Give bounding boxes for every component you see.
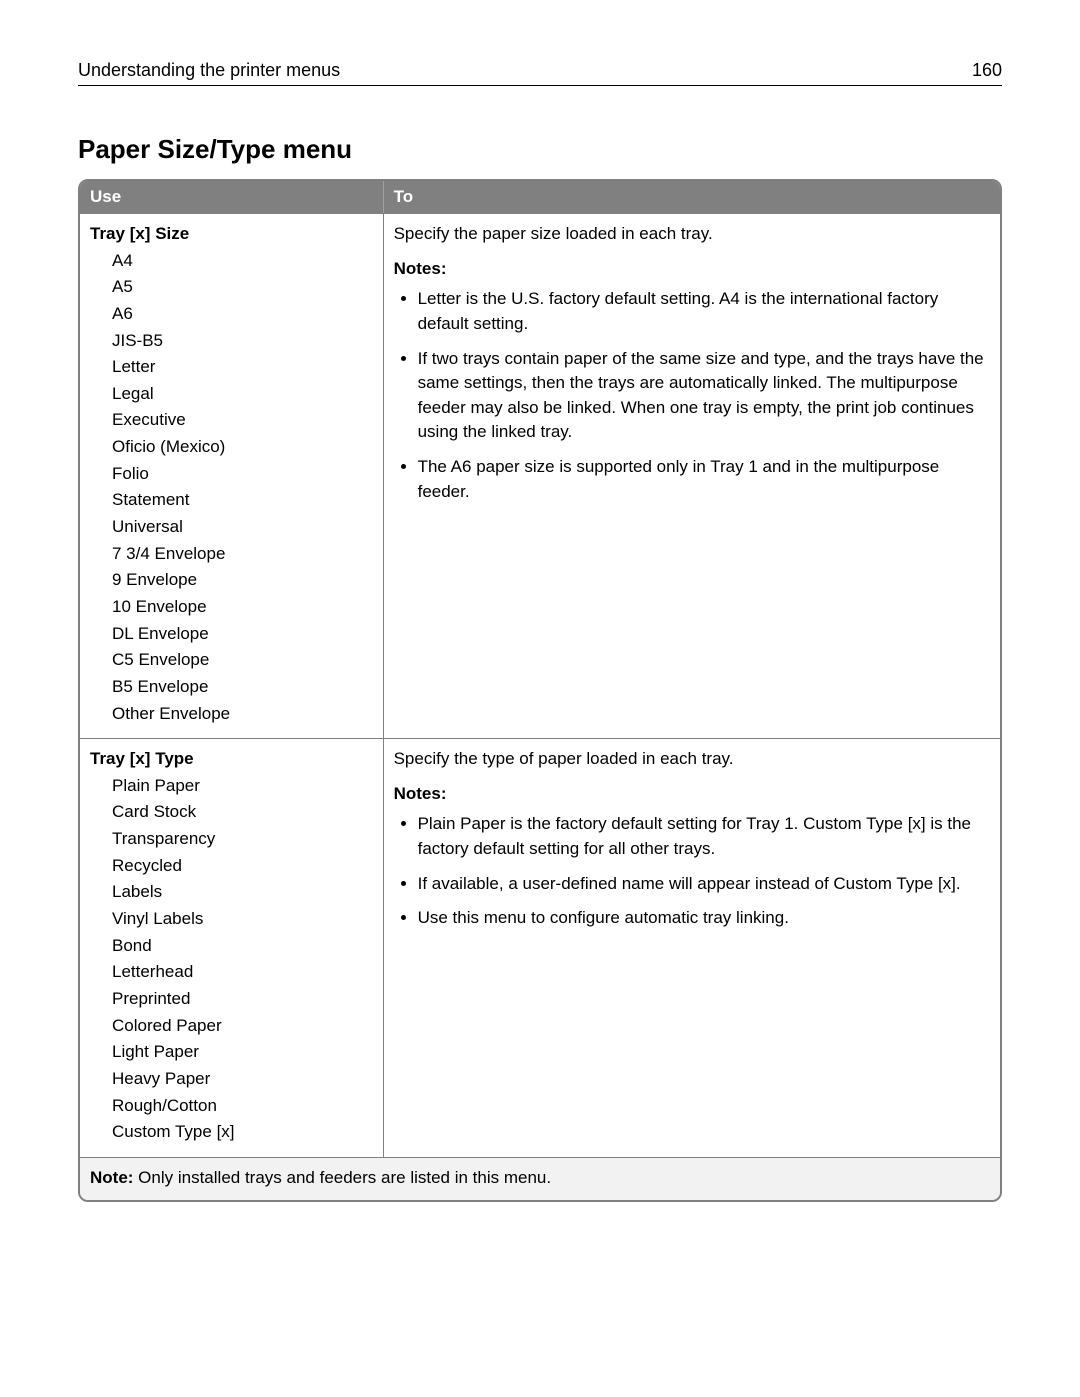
use-option: DL Envelope: [112, 622, 373, 647]
use-option: 10 Envelope: [112, 595, 373, 620]
table-footnote-cell: Note: Only installed trays and feeders a…: [80, 1157, 1000, 1201]
use-option-list: A4A5A6JIS-B5LetterLegalExecutiveOficio (…: [90, 249, 373, 727]
use-option: Executive: [112, 408, 373, 433]
use-cell: Tray [x] TypePlain PaperCard StockTransp…: [80, 738, 384, 1157]
section-title: Paper Size/Type menu: [78, 134, 1002, 165]
use-option: Custom Type [x]: [112, 1120, 373, 1145]
use-option: A6: [112, 302, 373, 327]
notes-label: Notes:: [394, 782, 990, 807]
notes-list: Letter is the U.S. factory default setti…: [394, 287, 990, 504]
note-item: If two trays contain paper of the same s…: [418, 347, 990, 446]
use-option: B5 Envelope: [112, 675, 373, 700]
table-row: Tray [x] TypePlain PaperCard StockTransp…: [80, 738, 1000, 1157]
column-header-use: Use: [80, 181, 384, 213]
table-header-row: Use To: [80, 181, 1000, 213]
paper-size-type-table: Use To Tray [x] SizeA4A5A6JIS-B5LetterLe…: [78, 179, 1002, 1202]
use-option: Recycled: [112, 854, 373, 879]
footnote-text: Only installed trays and feeders are lis…: [133, 1168, 551, 1187]
use-option: Preprinted: [112, 987, 373, 1012]
to-cell: Specify the paper size loaded in each tr…: [384, 213, 1000, 738]
note-item: If available, a user‑defined name will a…: [418, 872, 990, 897]
running-header: Understanding the printer menus 160: [78, 60, 1002, 86]
use-option: 9 Envelope: [112, 568, 373, 593]
table-row: Tray [x] SizeA4A5A6JIS-B5LetterLegalExec…: [80, 213, 1000, 738]
use-option: A4: [112, 249, 373, 274]
use-option: Transparency: [112, 827, 373, 852]
note-item: Letter is the U.S. factory default setti…: [418, 287, 990, 336]
note-item: Use this menu to configure automatic tra…: [418, 906, 990, 931]
use-option: Card Stock: [112, 800, 373, 825]
use-option: Plain Paper: [112, 774, 373, 799]
to-cell: Specify the type of paper loaded in each…: [384, 738, 1000, 1157]
footnote-label: Note:: [90, 1168, 133, 1187]
use-option: Vinyl Labels: [112, 907, 373, 932]
use-option: 7 3/4 Envelope: [112, 542, 373, 567]
use-option: C5 Envelope: [112, 648, 373, 673]
to-intro: Specify the type of paper loaded in each…: [394, 747, 990, 772]
use-option: Letter: [112, 355, 373, 380]
use-option: Bond: [112, 934, 373, 959]
notes-label: Notes:: [394, 257, 990, 282]
use-option: Universal: [112, 515, 373, 540]
use-option: Light Paper: [112, 1040, 373, 1065]
use-option-list: Plain PaperCard StockTransparencyRecycle…: [90, 774, 373, 1145]
use-heading: Tray [x] Size: [90, 222, 373, 247]
use-option: Letterhead: [112, 960, 373, 985]
table-footnote-row: Note: Only installed trays and feeders a…: [80, 1157, 1000, 1201]
use-option: Rough/Cotton: [112, 1094, 373, 1119]
page-number: 160: [972, 60, 1002, 81]
use-option: Oficio (Mexico): [112, 435, 373, 460]
use-option: Legal: [112, 382, 373, 407]
use-option: Labels: [112, 880, 373, 905]
use-option: Other Envelope: [112, 702, 373, 727]
use-option: Heavy Paper: [112, 1067, 373, 1092]
column-header-to: To: [384, 181, 1000, 213]
use-heading: Tray [x] Type: [90, 747, 373, 772]
note-item: The A6 paper size is supported only in T…: [418, 455, 990, 504]
to-intro: Specify the paper size loaded in each tr…: [394, 222, 990, 247]
header-title: Understanding the printer menus: [78, 60, 340, 81]
note-item: Plain Paper is the factory default setti…: [418, 812, 990, 861]
use-option: A5: [112, 275, 373, 300]
use-cell: Tray [x] SizeA4A5A6JIS-B5LetterLegalExec…: [80, 213, 384, 738]
use-option: Colored Paper: [112, 1014, 373, 1039]
use-option: Folio: [112, 462, 373, 487]
use-option: Statement: [112, 488, 373, 513]
use-option: JIS-B5: [112, 329, 373, 354]
document-page: Understanding the printer menus 160 Pape…: [0, 0, 1080, 1397]
notes-list: Plain Paper is the factory default setti…: [394, 812, 990, 931]
